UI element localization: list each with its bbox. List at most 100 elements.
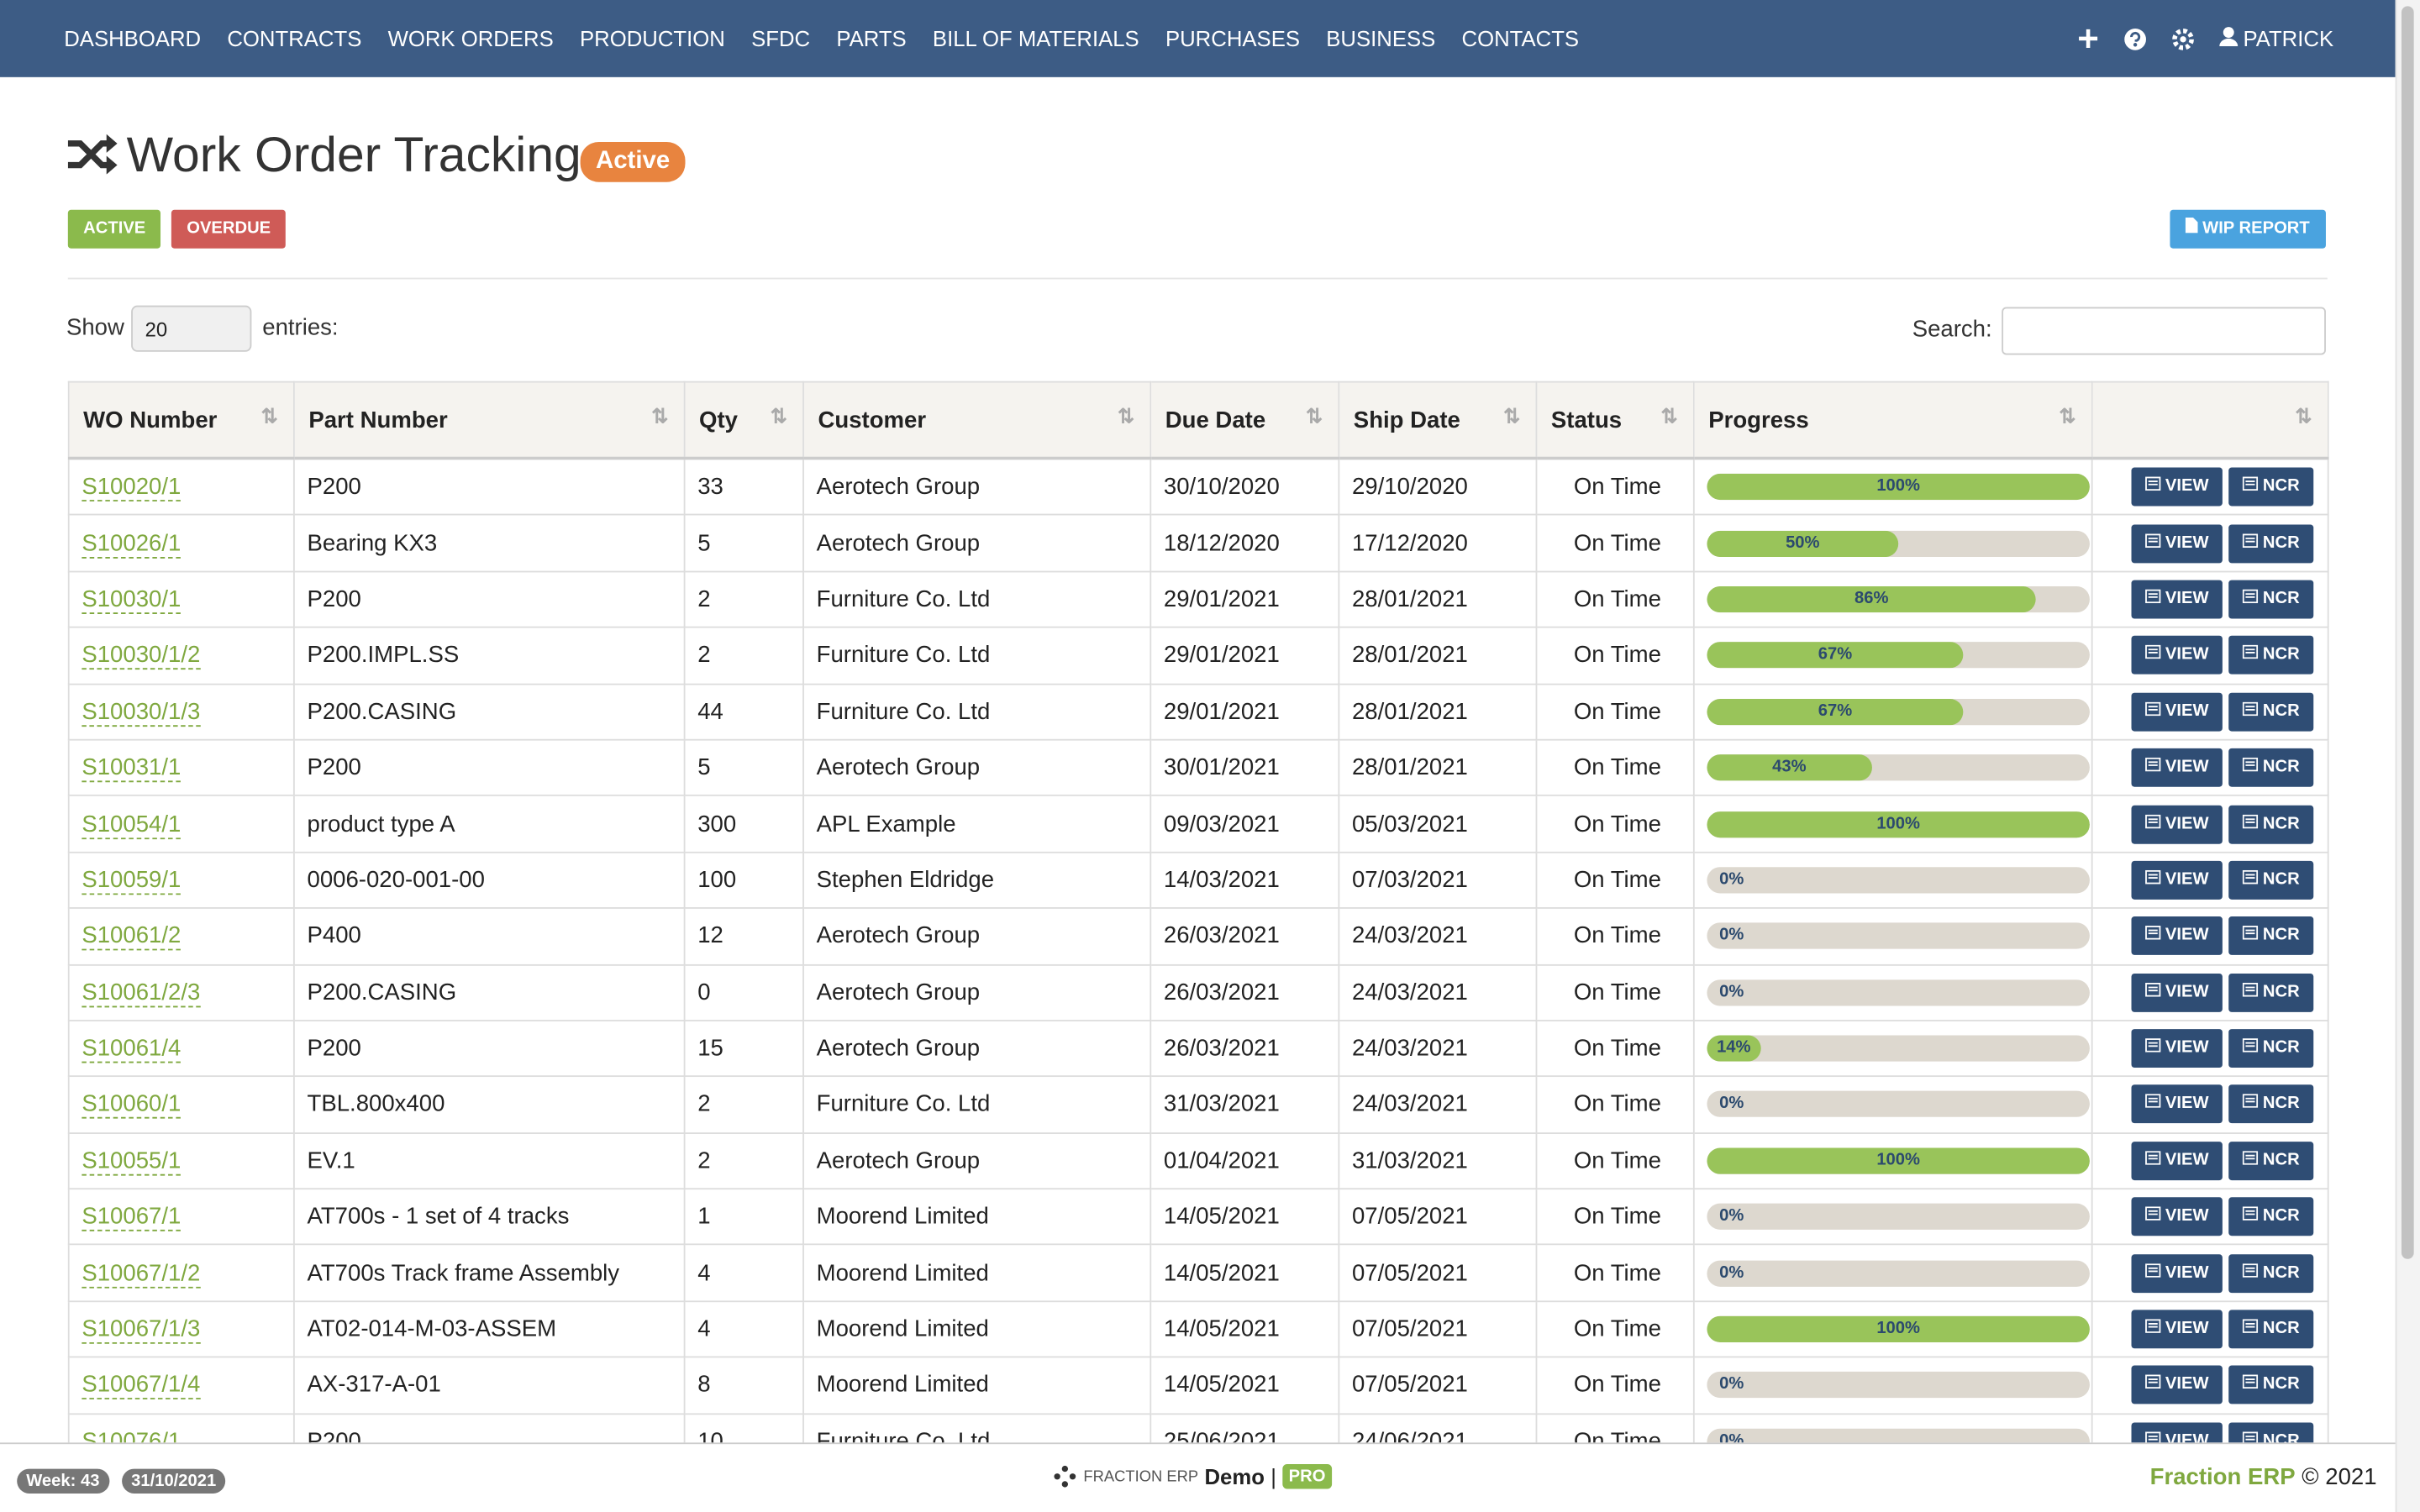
column-header[interactable]: Due Date ⇅ [1150, 381, 1340, 460]
user-menu[interactable]: PATRICK [2218, 26, 2333, 51]
column-header[interactable]: Qty ⇅ [683, 381, 804, 460]
action-button[interactable]: VIEW [2131, 973, 2223, 1012]
action-button[interactable]: VIEW [2131, 1141, 2223, 1180]
wo-link[interactable]: S10061/4 [82, 1035, 182, 1063]
shuffle-icon [67, 134, 118, 175]
page-size-select[interactable]: 20 [131, 305, 252, 352]
filter-button[interactable]: OVERDUE [171, 209, 287, 249]
action-button[interactable]: NCR [2228, 580, 2314, 619]
wo-link[interactable]: S10026/1 [82, 530, 182, 559]
action-button[interactable]: NCR [2228, 523, 2314, 563]
wo-link[interactable]: S10067/1/3 [82, 1315, 201, 1344]
action-button[interactable]: NCR [2228, 973, 2314, 1012]
help-icon[interactable] [2123, 27, 2146, 50]
wo-link[interactable]: S10054/1 [82, 811, 182, 839]
action-button[interactable]: VIEW [2131, 1197, 2223, 1236]
button-icon [2242, 758, 2259, 772]
button-label: NCR [2262, 1319, 2300, 1338]
cell: 01/04/2021 [1150, 1131, 1340, 1190]
cell: AT700s Track frame Assembly [292, 1244, 686, 1302]
action-button[interactable]: VIEW [2131, 467, 2223, 507]
wo-link[interactable]: S10030/1 [82, 585, 182, 614]
cell: 30/10/2020 [1150, 457, 1340, 517]
nav-link[interactable]: PRODUCTION [579, 26, 725, 51]
action-button[interactable]: VIEW [2131, 636, 2223, 675]
cell: 12 [683, 907, 804, 965]
wo-link[interactable]: S10061/2/3 [82, 979, 201, 1007]
progress-bar: 14% [1707, 1035, 2090, 1062]
action-button[interactable]: VIEW [2131, 748, 2223, 787]
action-button[interactable]: VIEW [2131, 1029, 2223, 1068]
nav-link[interactable]: CONTACTS [1461, 26, 1580, 51]
nav-link[interactable]: WORK ORDERS [387, 26, 554, 51]
action-button[interactable]: NCR [2228, 916, 2314, 956]
report-button[interactable]: WIP REPORT [2170, 209, 2326, 249]
cell: Aerotech Group [802, 963, 1152, 1021]
cell: EV.1 [292, 1131, 686, 1190]
action-button[interactable]: NCR [2228, 1029, 2314, 1068]
action-button[interactable]: NCR [2228, 1253, 2314, 1293]
action-button[interactable]: VIEW [2131, 804, 2223, 843]
action-button[interactable]: VIEW [2131, 916, 2223, 956]
scroll-thumb[interactable] [2401, 6, 2414, 1259]
action-button[interactable]: VIEW [2131, 692, 2223, 732]
nav-link[interactable]: BUSINESS [1326, 26, 1436, 51]
action-button[interactable]: NCR [2228, 1366, 2314, 1405]
column-header[interactable]: Part Number ⇅ [292, 381, 686, 460]
wo-link[interactable]: S10067/1/4 [82, 1372, 201, 1400]
action-button[interactable]: VIEW [2131, 1253, 2223, 1293]
wo-link[interactable]: S10020/1 [82, 474, 182, 502]
action-button[interactable]: NCR [2228, 748, 2314, 787]
column-header[interactable]: Progress ⇅ [1692, 381, 2093, 460]
column-header[interactable]: Ship Date ⇅ [1338, 381, 1538, 460]
action-button[interactable]: VIEW [2131, 1366, 2223, 1405]
cell: Moorend Limited [802, 1244, 1152, 1302]
table-row: S10060/1 TBL.800x400 2 Furniture Co. Ltd 31/… [67, 1075, 2329, 1134]
wo-link[interactable]: S10061/2 [82, 922, 182, 951]
action-button[interactable]: NCR [2228, 1197, 2314, 1236]
button-label: NCR [2262, 533, 2300, 552]
wo-link[interactable]: S10067/1 [82, 1204, 182, 1232]
action-button[interactable]: VIEW [2131, 580, 2223, 619]
nav-link[interactable]: PARTS [836, 26, 907, 51]
cell: 29/01/2021 [1150, 627, 1340, 685]
wo-link[interactable]: S10059/1 [82, 867, 182, 895]
wo-link[interactable]: S10030/1/2 [82, 642, 201, 670]
action-button[interactable]: NCR [2228, 1310, 2314, 1349]
action-button[interactable]: VIEW [2131, 1310, 2223, 1349]
nav-link[interactable]: DASHBOARD [64, 26, 202, 51]
cell: Furniture Co. Ltd [802, 570, 1152, 628]
search-input[interactable] [2002, 307, 2326, 355]
wo-link[interactable]: S10060/1 [82, 1091, 182, 1120]
button-label: VIEW [2165, 869, 2209, 889]
column-header[interactable]: Status ⇅ [1535, 381, 1695, 460]
add-icon[interactable] [2076, 28, 2098, 50]
wo-link[interactable]: S10031/1 [82, 754, 182, 783]
action-button[interactable]: NCR [2228, 692, 2314, 732]
action-button[interactable]: VIEW [2131, 860, 2223, 900]
action-button[interactable]: NCR [2228, 467, 2314, 507]
cell: 0 [683, 963, 804, 1021]
nav-link[interactable]: PURCHASES [1165, 26, 1301, 51]
cell: S10067/1/3 [67, 1300, 295, 1358]
nav-link[interactable]: BILL OF MATERIALS [932, 26, 1139, 51]
action-button[interactable]: NCR [2228, 1141, 2314, 1180]
wo-link[interactable]: S10067/1/2 [82, 1259, 201, 1289]
button-icon [2144, 1038, 2161, 1053]
settings-icon[interactable] [2170, 27, 2194, 50]
action-button[interactable]: NCR [2228, 860, 2314, 900]
action-button[interactable]: NCR [2228, 636, 2314, 675]
filter-button[interactable]: ACTIVE [67, 209, 161, 249]
table-row: S10030/1/2 P200.IMPL.SS 2 Furniture Co. Ltd… [67, 627, 2329, 685]
nav-link[interactable]: SFDC [751, 26, 811, 51]
action-button[interactable]: NCR [2228, 1085, 2314, 1125]
action-button[interactable]: VIEW [2131, 523, 2223, 563]
wo-link[interactable]: S10055/1 [82, 1147, 182, 1176]
column-header[interactable]: Customer ⇅ [802, 381, 1152, 460]
action-button[interactable]: VIEW [2131, 1085, 2223, 1125]
action-button[interactable]: NCR [2228, 804, 2314, 843]
wo-link[interactable]: S10030/1/3 [82, 698, 201, 727]
nav-link[interactable]: CONTRACTS [227, 26, 362, 51]
button-icon [2144, 869, 2161, 885]
column-header[interactable]: WO Number ⇅ [67, 381, 295, 460]
